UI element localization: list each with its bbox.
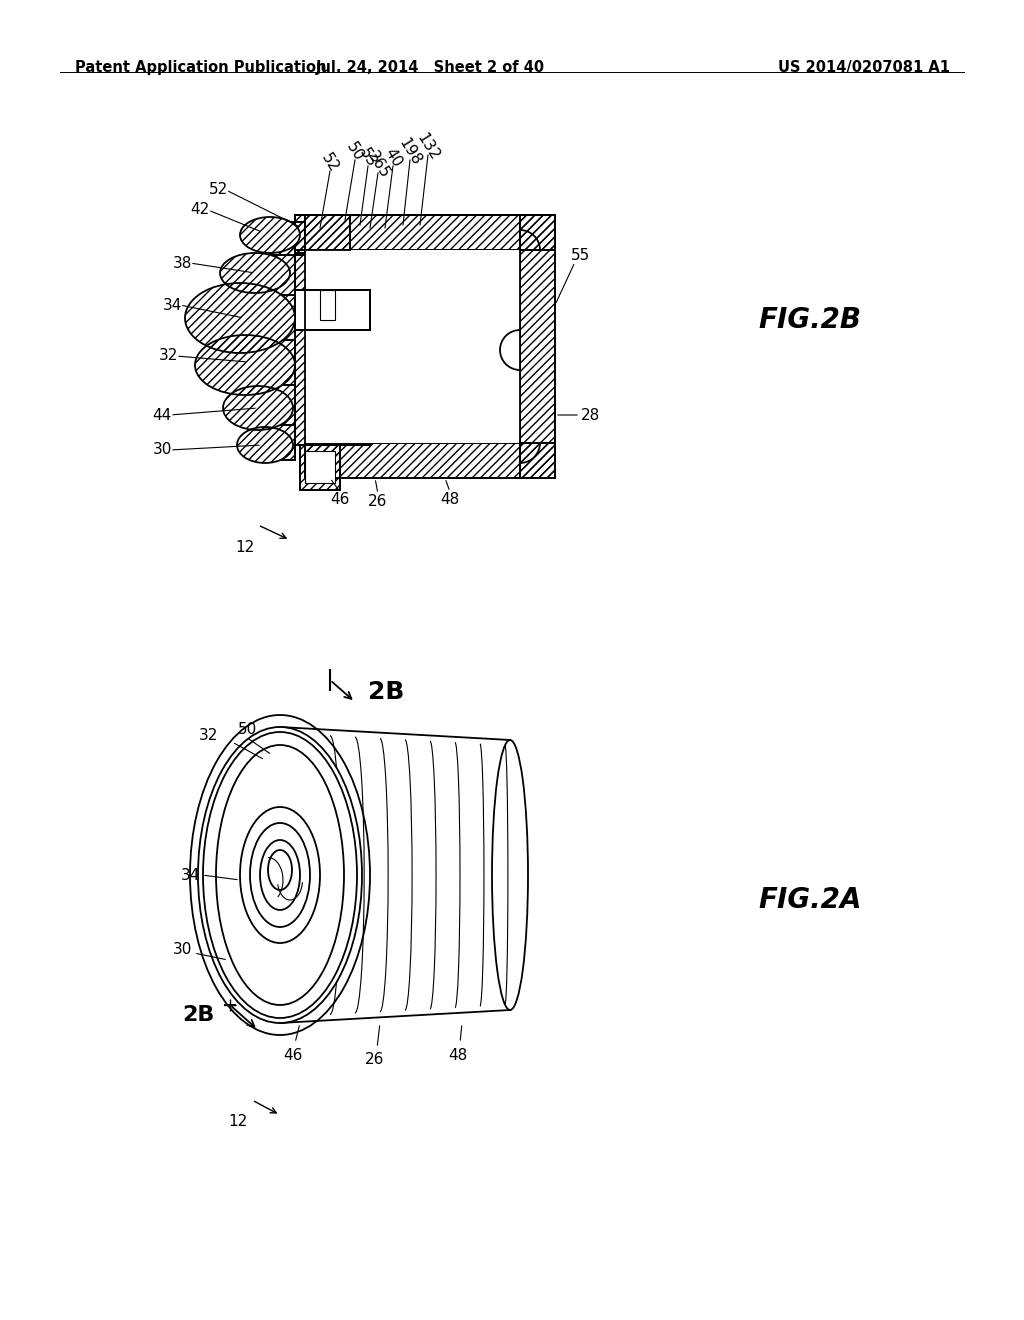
Bar [295,330,370,445]
Ellipse shape [237,426,293,463]
Bar [255,255,295,294]
Bar [305,249,520,444]
Text: 48: 48 [440,492,460,507]
Text: Jul. 24, 2014   Sheet 2 of 40: Jul. 24, 2014 Sheet 2 of 40 [315,59,545,75]
Bar [255,385,295,425]
Bar [295,330,370,445]
Bar [295,215,350,253]
Bar [520,215,555,478]
Text: 198: 198 [396,136,424,168]
Text: 34: 34 [180,867,200,883]
Text: 32: 32 [159,348,178,363]
Bar [295,215,350,253]
Text: 55: 55 [570,248,590,263]
Text: 265: 265 [364,149,392,181]
Bar [295,249,370,290]
Text: 44: 44 [153,408,172,422]
Bar [305,444,555,478]
Text: 30: 30 [153,442,172,458]
Text: 132: 132 [414,131,442,164]
Ellipse shape [240,807,319,942]
Bar [265,224,295,255]
Text: 12: 12 [228,1114,248,1130]
Bar [255,255,295,294]
Text: 32: 32 [199,727,218,742]
Bar [255,385,295,425]
Bar [245,294,295,341]
Text: 46: 46 [331,492,349,507]
Text: 40: 40 [382,147,404,170]
Text: 2B: 2B [182,1005,214,1026]
Bar [245,294,295,341]
Bar [295,330,370,445]
Bar [248,341,295,385]
Text: US 2014/0207081 A1: US 2014/0207081 A1 [778,59,950,75]
Bar [300,445,340,490]
Ellipse shape [195,335,295,395]
Text: Patent Application Publication: Patent Application Publication [75,59,327,75]
Bar [305,444,555,478]
Ellipse shape [185,282,295,352]
Text: 48: 48 [449,1048,468,1063]
Bar [520,215,555,478]
Text: 26: 26 [366,1052,385,1068]
Ellipse shape [260,840,300,909]
Text: 28: 28 [581,408,600,422]
Ellipse shape [268,850,292,890]
Text: 26: 26 [369,495,388,510]
Bar [295,249,370,290]
Text: 42: 42 [190,202,210,218]
Polygon shape [280,727,510,1023]
Bar [300,445,340,490]
Ellipse shape [203,733,357,1018]
Ellipse shape [198,727,362,1023]
Bar [265,224,295,255]
Text: 2B: 2B [368,680,404,704]
Bar [295,290,370,330]
Bar [305,215,555,249]
Bar [260,425,295,459]
Bar [265,222,305,255]
Bar [260,425,295,459]
Text: 50: 50 [238,722,257,738]
Ellipse shape [240,216,300,253]
Bar [305,451,335,483]
Text: FIG.2A: FIG.2A [759,886,861,913]
Bar [248,341,295,385]
Bar [305,215,555,249]
Bar [260,425,295,459]
Bar [248,341,295,385]
Text: 52: 52 [318,150,341,176]
Text: 50: 50 [343,140,367,164]
Text: 12: 12 [236,540,255,554]
Bar [300,445,340,490]
Text: 38: 38 [172,256,191,271]
Text: 52: 52 [208,182,227,198]
Bar [255,255,295,294]
Ellipse shape [223,385,293,430]
Bar [255,385,295,425]
Bar [265,224,295,255]
Bar [265,222,305,255]
Bar [295,249,370,290]
Text: 30: 30 [172,942,191,957]
Ellipse shape [220,253,290,293]
Bar [305,215,555,249]
Bar [319,290,335,319]
Text: 34: 34 [163,297,181,313]
Bar [245,294,295,341]
Bar [265,222,305,255]
Bar [295,215,350,253]
Text: 53: 53 [356,145,380,170]
Bar [305,444,555,478]
Ellipse shape [492,741,528,1010]
Bar [520,215,555,478]
Text: 46: 46 [284,1048,303,1063]
Text: FIG.2B: FIG.2B [759,306,861,334]
Ellipse shape [250,822,310,927]
Ellipse shape [216,744,344,1005]
